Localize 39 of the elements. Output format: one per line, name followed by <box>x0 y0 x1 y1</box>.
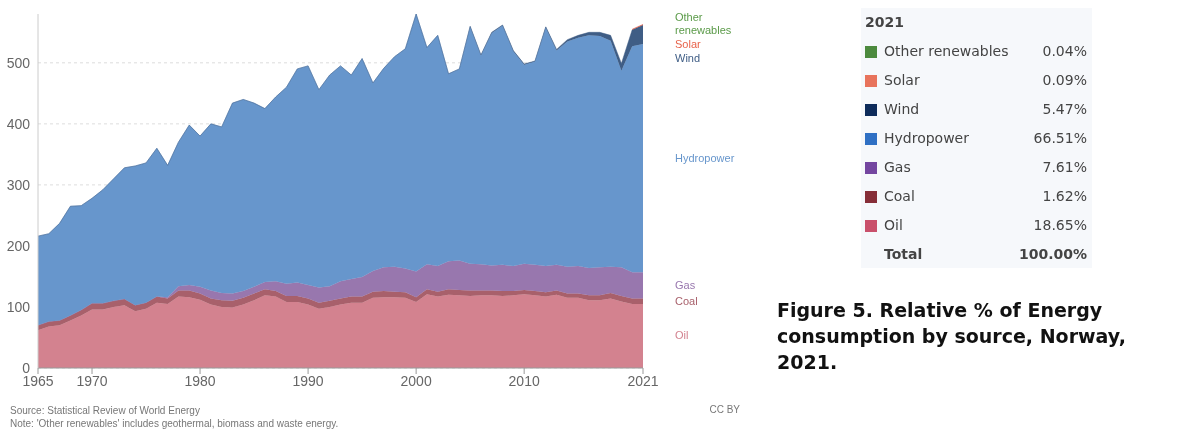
text: 0.09% <box>1042 72 1087 88</box>
y-tick-label: 100 <box>6 298 31 315</box>
y-tick-label: 500 <box>6 54 31 71</box>
text: 66.51% <box>1033 130 1087 146</box>
text: 7.61% <box>1042 159 1087 175</box>
text: 18.65% <box>1033 217 1087 233</box>
category-label: Hydropower <box>884 130 969 146</box>
x-tick-label: 2021 <box>627 372 659 389</box>
source-note: Source: Statistical Review of World Energy <box>10 404 201 417</box>
text: 0.04% <box>1042 43 1087 59</box>
text: CC BY <box>709 404 740 415</box>
x-tick-label: 2010 <box>508 372 540 389</box>
text: Total <box>884 246 923 262</box>
x-tick-label: 1990 <box>292 372 324 389</box>
text: Coal <box>675 294 699 308</box>
y-tick-label: 200 <box>6 237 31 254</box>
x-tick-label: 1970 <box>76 372 108 389</box>
y-tick-label: 300 <box>6 176 31 193</box>
caption: Figure 5. Relative % of Energy consumption by source, Norway, 2021. <box>777 298 1127 375</box>
category-label: Gas <box>884 159 911 175</box>
category-label: Other renewables <box>884 43 1009 59</box>
text: 5.47% <box>1042 101 1087 117</box>
text: Hydropower <box>675 151 736 165</box>
text: Solar <box>675 38 702 52</box>
category-label: Coal <box>884 188 915 204</box>
text: 100.00% <box>1018 246 1087 262</box>
text: Wind <box>675 52 702 66</box>
legend-label: Other renewables <box>675 11 733 38</box>
category-label: Wind <box>884 101 920 117</box>
text: Oil <box>675 329 690 343</box>
text: Note: 'Other renewables' includes geothermal, biomass and waste energy. <box>10 417 339 430</box>
y-tick-label: 400 <box>6 115 31 132</box>
x-tick-label: 2000 <box>400 372 432 389</box>
text: Gas <box>675 278 697 292</box>
text: 1.62% <box>1042 188 1087 204</box>
x-tick-label: 1980 <box>184 372 216 389</box>
category-label: Solar <box>884 72 920 88</box>
category-label: Oil <box>884 217 903 233</box>
text: 2021 <box>865 14 904 30</box>
